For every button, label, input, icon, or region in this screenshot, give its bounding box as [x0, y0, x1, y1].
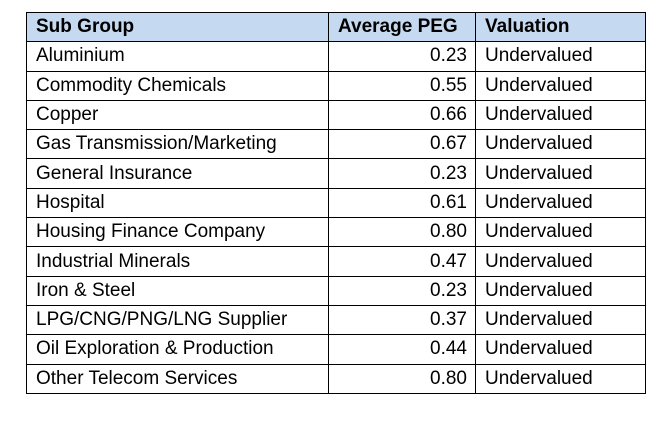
table-row: Aluminium 0.23 Undervalued	[26, 41, 646, 72]
cell-sub-group: Aluminium	[26, 41, 329, 72]
cell-sub-group: Hospital	[26, 187, 329, 219]
cell-valuation: Undervalued	[475, 187, 646, 219]
cell-valuation: Undervalued	[475, 158, 646, 189]
cell-valuation: Undervalued	[475, 304, 646, 336]
cell-sub-group: Other Telecom Services	[26, 363, 329, 394]
table-row: Commodity Chemicals 0.55 Undervalued	[26, 70, 646, 101]
cell-average-peg: 0.23	[328, 41, 476, 72]
table-row: Hospital 0.61 Undervalued	[26, 187, 646, 219]
table-body: Aluminium 0.23 Undervalued Commodity Chemic…	[26, 41, 646, 394]
cell-valuation: Undervalued	[475, 275, 646, 306]
cell-average-peg: 0.55	[328, 70, 476, 101]
header-sub-group: Sub Group	[26, 11, 329, 43]
cell-sub-group: Gas Transmission/Marketing	[26, 129, 329, 160]
table-row: Oil Exploration & Production 0.44 Underval…	[26, 334, 646, 365]
table-header: Sub Group Average PEG Valuation	[26, 11, 646, 43]
table-row: Industrial Minerals 0.47 Undervalued	[26, 246, 646, 277]
cell-average-peg: 0.47	[328, 246, 476, 277]
cell-sub-group: Industrial Minerals	[26, 246, 329, 277]
table-row: Housing Finance Company 0.80 Undervalued	[26, 217, 646, 248]
cell-average-peg: 0.66	[328, 99, 476, 131]
cell-average-peg: 0.80	[328, 217, 476, 248]
cell-average-peg: 0.37	[328, 304, 476, 336]
cell-average-peg: 0.23	[328, 158, 476, 189]
cell-average-peg: 0.23	[328, 275, 476, 306]
cell-sub-group: LPG/CNG/PNG/LNG Supplier	[26, 304, 329, 336]
table-row: Other Telecom Services 0.80 Undervalued	[26, 363, 646, 394]
cell-average-peg: 0.44	[328, 334, 476, 365]
cell-average-peg: 0.61	[328, 187, 476, 219]
table-row: General Insurance 0.23 Undervalued	[26, 158, 646, 189]
cell-valuation: Undervalued	[475, 363, 646, 394]
cell-sub-group: Housing Finance Company	[26, 217, 329, 248]
cell-sub-group: General Insurance	[26, 158, 329, 189]
cell-average-peg: 0.67	[328, 129, 476, 160]
cell-sub-group: Oil Exploration & Production	[26, 334, 329, 365]
cell-valuation: Undervalued	[475, 217, 646, 248]
cell-valuation: Undervalued	[475, 334, 646, 365]
cell-valuation: Undervalued	[475, 129, 646, 160]
table-row: Copper 0.66 Undervalued	[26, 99, 646, 131]
table-row: Gas Transmission/Marketing 0.67 Undervalue…	[26, 129, 646, 160]
cell-valuation: Undervalued	[475, 246, 646, 277]
cell-sub-group: Iron & Steel	[26, 275, 329, 306]
cell-valuation: Undervalued	[475, 99, 646, 131]
cell-valuation: Undervalued	[475, 70, 646, 101]
cell-sub-group: Copper	[26, 99, 329, 131]
cell-valuation: Undervalued	[475, 41, 646, 72]
cell-average-peg: 0.80	[328, 363, 476, 394]
cell-sub-group: Commodity Chemicals	[26, 70, 329, 101]
header-row: Sub Group Average PEG Valuation	[26, 11, 646, 43]
table-row: Iron & Steel 0.23 Undervalued	[26, 275, 646, 306]
header-average-peg: Average PEG	[328, 11, 476, 43]
peg-valuation-table: Sub Group Average PEG Valuation Aluminiu…	[26, 11, 646, 394]
header-valuation: Valuation	[475, 11, 646, 43]
table-row: LPG/CNG/PNG/LNG Supplier 0.37 Undervalued	[26, 304, 646, 336]
